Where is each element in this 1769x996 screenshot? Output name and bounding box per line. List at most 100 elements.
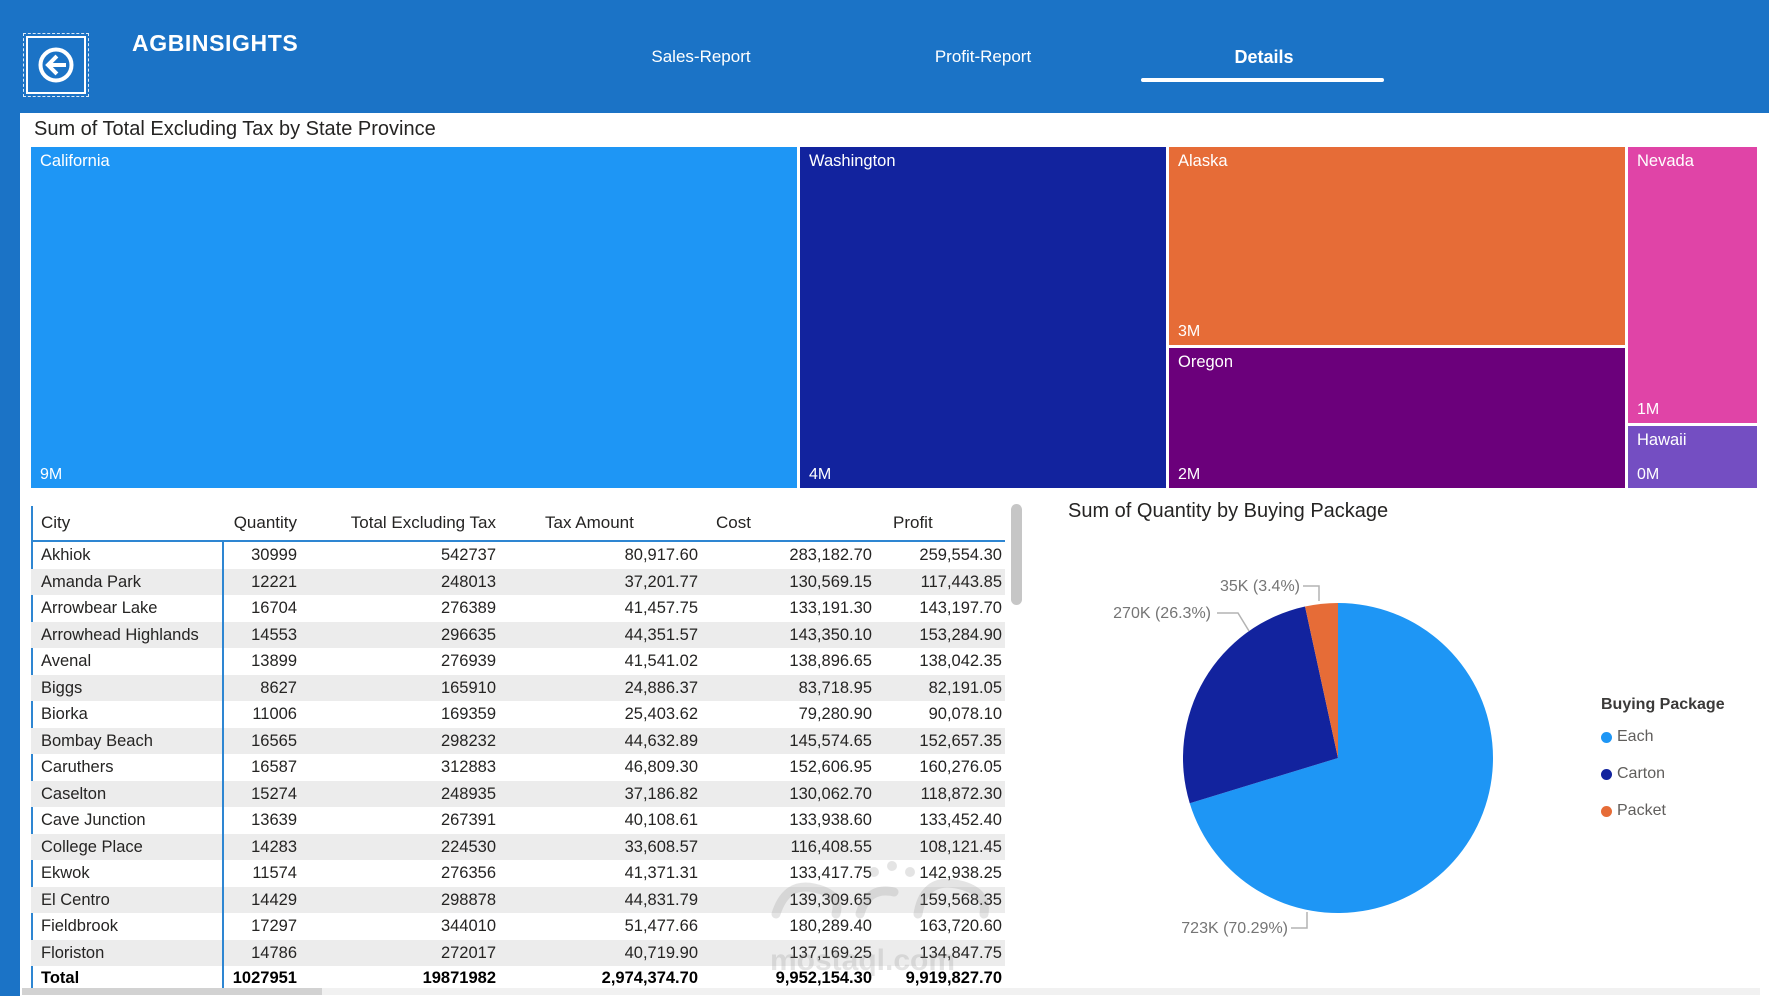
table-cell: 145,574.65 (789, 731, 872, 750)
treemap-block-oregon[interactable]: Oregon 2M (1169, 348, 1625, 488)
treemap-block-label: Alaska (1178, 152, 1228, 170)
table-header-rule (31, 540, 1005, 542)
table-cell: Caruthers (41, 758, 114, 776)
table-cell: 17297 (251, 917, 297, 935)
table-cell: 143,197.70 (919, 599, 1002, 617)
table-cell: 152,606.95 (789, 758, 872, 776)
tab-details[interactable]: Details (1234, 47, 1294, 67)
table-cell: Caselton (41, 784, 107, 803)
treemap-block-hawaii[interactable]: Hawaii 0M (1628, 426, 1757, 488)
pie-label-packet: 35K (3.4%) (1219, 578, 1300, 595)
legend-dot-carton (1601, 768, 1612, 780)
treemap-block-label: Oregon (1178, 353, 1234, 371)
table-cell: 296635 (440, 625, 496, 644)
column-header-tax-amount[interactable]: Tax Amount (545, 513, 634, 532)
table-cell: 169359 (440, 705, 496, 723)
legend-dot-packet (1601, 805, 1612, 817)
pie-slice-carton[interactable] (1183, 606, 1338, 804)
app-header (0, 0, 1769, 113)
treemap-block-nevada[interactable]: Nevada 1M (1628, 147, 1757, 423)
table-cell: 79,280.90 (798, 705, 872, 723)
table-row[interactable]: Amanda Park 12221 248013 37,201.77 130,569.1… (31, 568, 1005, 595)
table-cell: College Place (41, 837, 143, 856)
treemap-block-california[interactable]: California 9M (31, 147, 797, 488)
table-row[interactable]: Ekwok 11574 276356 41,371.31 133,417.75 142,9… (31, 860, 1005, 887)
treemap-block-label: Washington (809, 152, 896, 170)
table-cell: 312883 (440, 758, 496, 776)
back-arrow-icon (35, 44, 77, 86)
treemap-block-value: 2M (1178, 466, 1201, 483)
table-cell: 276356 (440, 864, 496, 882)
table-cell: 8627 (260, 678, 297, 697)
table-row[interactable]: Arrowhead Highlands 14553 296635 44,351.57 1… (31, 621, 1005, 648)
back-button[interactable] (23, 33, 89, 97)
table-cell: 13899 (251, 652, 297, 670)
table-row[interactable]: Floriston 14786 272017 40,719.90 137,169.25 1… (31, 939, 1005, 966)
horizontal-scrollbar-thumb[interactable] (22, 988, 322, 995)
table-cell: 163,720.60 (919, 917, 1002, 935)
horizontal-scrollbar[interactable] (22, 988, 1760, 995)
table-cell: 40,108.61 (624, 811, 698, 829)
table-cell: 82,191.05 (928, 678, 1002, 697)
table-cell: 46,809.30 (624, 758, 698, 776)
table-cell: 165910 (440, 678, 496, 697)
legend-item-carton[interactable]: Carton (1601, 765, 1725, 783)
table-row[interactable]: Akhiok 30999 542737 80,917.60 283,182.70 259,… (31, 542, 1005, 569)
table-cell: 41,457.75 (624, 599, 698, 617)
table-row[interactable]: Avenal 13899 276939 41,541.02 138,896.65 138,… (31, 648, 1005, 675)
table-row[interactable]: Caruthers 16587 312883 46,809.30 152,606.95 1… (31, 754, 1005, 781)
tab-profit-report[interactable]: Profit-Report (934, 47, 1032, 66)
table-cell: 44,831.79 (624, 890, 698, 909)
table-row[interactable]: Fieldbrook 17297 344010 51,477.66 180,289.40… (31, 913, 1005, 940)
table-cell: 248935 (440, 784, 496, 803)
table-cell: 11006 (252, 705, 297, 723)
total-cost: 9,952,154.30 (775, 969, 872, 987)
pie-slice-packet[interactable] (1305, 603, 1338, 758)
total-profit: 9,919,827.70 (905, 969, 1002, 987)
treemap-block-washington[interactable]: Washington 4M (800, 147, 1166, 488)
treemap-block-alaska[interactable]: Alaska 3M (1169, 147, 1625, 345)
total-quantity: 1027951 (232, 969, 297, 987)
table-cell: 11574 (252, 864, 297, 882)
table-row[interactable]: Biggs 8627 165910 24,886.37 83,718.95 82,191.… (31, 674, 1005, 701)
pie-slice-each[interactable] (1189, 603, 1493, 913)
tab-sales-report[interactable]: Sales-Report (651, 47, 751, 66)
legend-item-each[interactable]: Each (1601, 728, 1725, 746)
table-cell: 298232 (440, 731, 496, 750)
table-cell: Biggs (41, 678, 83, 697)
table-cell: 51,477.66 (624, 917, 698, 935)
table-cell: 542737 (440, 546, 496, 564)
table-cell: 16587 (251, 758, 297, 776)
table-row[interactable]: Arrowbear Lake 16704 276389 41,457.75 133,19… (31, 595, 1005, 622)
table-row[interactable]: College Place 14283 224530 33,608.57 116,408… (31, 833, 1005, 860)
treemap-block-label: Hawaii (1637, 431, 1687, 449)
total-tax-amount: 2,974,374.70 (601, 969, 698, 987)
table-cell: 16704 (251, 599, 297, 617)
table-cell: 41,541.02 (624, 652, 698, 670)
table-cell: 159,568.35 (919, 890, 1002, 909)
legend-item-packet[interactable]: Packet (1601, 802, 1725, 820)
table-cell: Arrowbear Lake (41, 599, 158, 617)
table-row[interactable]: Bombay Beach 16565 298232 44,632.89 145,574.… (31, 727, 1005, 754)
table-cell: 272017 (440, 943, 496, 962)
column-header-total-excluding-tax[interactable]: Total Excluding Tax (350, 513, 496, 532)
table-cell: 133,191.30 (789, 599, 872, 617)
table-row[interactable]: El Centro 14429 298878 44,831.79 139,309.65 1… (31, 886, 1005, 913)
total-label: Total (41, 969, 80, 987)
column-header-quantity[interactable]: Quantity (233, 513, 297, 532)
table-row[interactable]: Cave Junction 13639 267391 40,108.61 133,938… (31, 807, 1005, 834)
table-cell: 108,121.45 (919, 837, 1002, 856)
table-row[interactable]: Caselton 15274 248935 37,186.82 130,062.70 11… (31, 780, 1005, 807)
table-row[interactable]: Biorka 11006 169359 25,403.62 79,280.90 90,07… (31, 701, 1005, 728)
table-cell: 24,886.37 (624, 678, 698, 697)
table-cell: 143,350.10 (789, 625, 872, 644)
column-header-city[interactable]: City (41, 513, 71, 532)
table-vertical-scrollbar[interactable] (1011, 504, 1022, 605)
table-cell: Floriston (41, 943, 105, 962)
column-header-profit[interactable]: Profit (893, 513, 933, 532)
column-header-cost[interactable]: Cost (716, 513, 751, 532)
table-cell: 130,062.70 (789, 784, 872, 803)
table-cell: 25,403.62 (624, 705, 698, 723)
table-cell: 134,847.75 (919, 943, 1002, 962)
